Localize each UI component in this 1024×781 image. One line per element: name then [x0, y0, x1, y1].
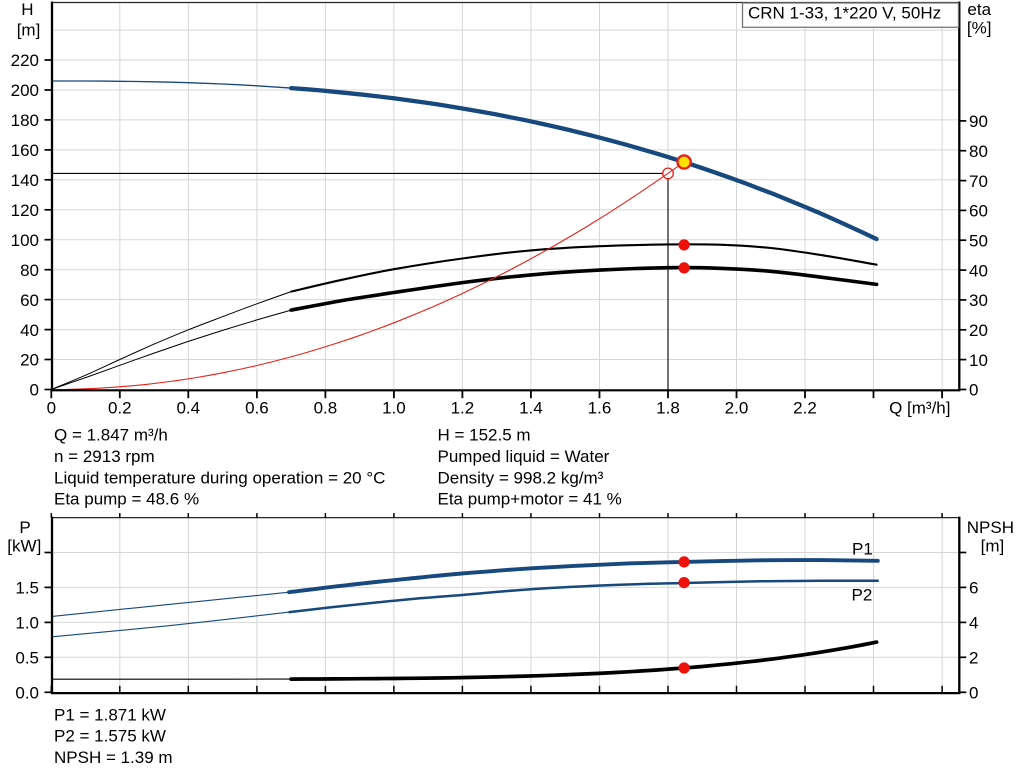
svg-text:10: 10 — [969, 351, 988, 370]
svg-text:0: 0 — [30, 381, 39, 400]
svg-text:60: 60 — [20, 291, 39, 310]
svg-text:1.4: 1.4 — [519, 399, 543, 418]
svg-text:0.4: 0.4 — [176, 399, 200, 418]
svg-text:[kW]: [kW] — [7, 537, 41, 556]
svg-text:[m]: [m] — [981, 537, 1005, 556]
svg-text:2: 2 — [969, 649, 978, 668]
svg-text:NPSH = 1.39 m: NPSH = 1.39 m — [54, 748, 173, 767]
svg-text:0: 0 — [969, 381, 978, 400]
svg-text:80: 80 — [20, 261, 39, 280]
svg-text:Q = 1.847 m³/h: Q = 1.847 m³/h — [54, 426, 168, 445]
svg-text:1.5: 1.5 — [15, 579, 39, 598]
svg-text:90: 90 — [969, 112, 988, 131]
svg-text:Pumped liquid = Water: Pumped liquid = Water — [438, 447, 610, 466]
svg-text:100: 100 — [11, 231, 39, 250]
svg-text:20: 20 — [20, 351, 39, 370]
svg-text:0.8: 0.8 — [314, 399, 338, 418]
svg-text:220: 220 — [11, 51, 39, 70]
svg-text:40: 40 — [969, 261, 988, 280]
svg-text:n = 2913 rpm: n = 2913 rpm — [54, 447, 155, 466]
svg-text:Eta pump = 48.6 %: Eta pump = 48.6 % — [54, 490, 199, 509]
svg-text:180: 180 — [11, 111, 39, 130]
svg-text:eta: eta — [967, 0, 991, 19]
svg-text:NPSH: NPSH — [967, 518, 1014, 537]
svg-text:P: P — [19, 518, 30, 537]
svg-text:120: 120 — [11, 201, 39, 220]
svg-text:60: 60 — [969, 202, 988, 221]
svg-text:30: 30 — [969, 291, 988, 310]
svg-text:2.0: 2.0 — [725, 399, 749, 418]
svg-text:70: 70 — [969, 172, 988, 191]
svg-text:Density = 998.2 kg/m³: Density = 998.2 kg/m³ — [438, 468, 604, 487]
svg-text:Q [m³/h]: Q [m³/h] — [889, 399, 950, 418]
svg-text:H: H — [21, 0, 33, 19]
svg-text:P1 = 1.871 kW: P1 = 1.871 kW — [54, 705, 166, 724]
svg-text:50: 50 — [969, 231, 988, 250]
svg-text:0.5: 0.5 — [15, 649, 39, 668]
svg-text:CRN 1-33, 1*220 V, 50Hz: CRN 1-33, 1*220 V, 50Hz — [748, 3, 941, 22]
svg-text:2.2: 2.2 — [793, 399, 817, 418]
svg-text:[m]: [m] — [17, 20, 41, 39]
svg-text:200: 200 — [11, 81, 39, 100]
svg-text:P2: P2 — [852, 586, 873, 605]
svg-text:160: 160 — [11, 141, 39, 160]
svg-text:80: 80 — [969, 142, 988, 161]
svg-text:140: 140 — [11, 171, 39, 190]
svg-text:0: 0 — [47, 399, 56, 418]
svg-text:0.2: 0.2 — [108, 399, 132, 418]
svg-text:Eta pump+motor = 41 %: Eta pump+motor = 41 % — [438, 490, 622, 509]
svg-text:1.0: 1.0 — [15, 614, 39, 633]
svg-text:1.6: 1.6 — [588, 399, 612, 418]
svg-text:0.0: 0.0 — [15, 684, 39, 703]
svg-text:4: 4 — [969, 614, 978, 633]
svg-text:0: 0 — [969, 684, 978, 703]
svg-text:[%]: [%] — [967, 18, 992, 37]
svg-text:H = 152.5 m: H = 152.5 m — [438, 426, 531, 445]
svg-text:0.6: 0.6 — [245, 399, 269, 418]
svg-text:20: 20 — [969, 321, 988, 340]
svg-text:1.2: 1.2 — [451, 399, 475, 418]
svg-text:P1: P1 — [852, 540, 873, 559]
svg-text:P2 = 1.575 kW: P2 = 1.575 kW — [54, 727, 166, 746]
svg-text:1.8: 1.8 — [656, 399, 680, 418]
svg-text:Liquid temperature during oper: Liquid temperature during operation = 20… — [54, 468, 385, 487]
svg-text:6: 6 — [969, 579, 978, 598]
svg-text:40: 40 — [20, 321, 39, 340]
svg-text:1.0: 1.0 — [382, 399, 406, 418]
